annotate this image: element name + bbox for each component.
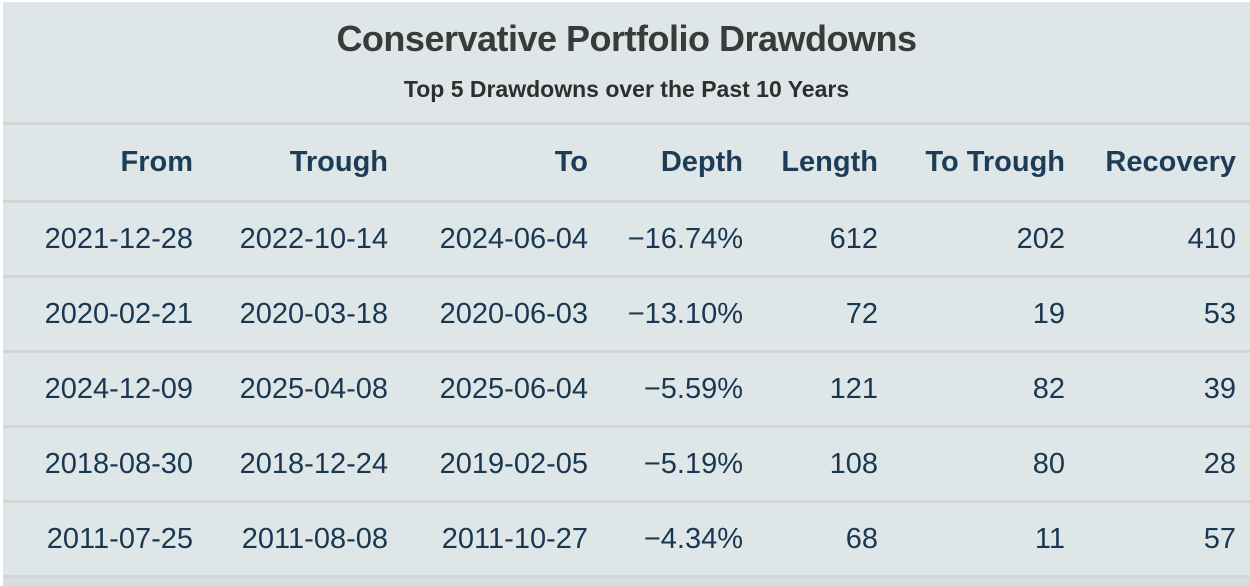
table-row: 2020-02-21 2020-03-18 2020-06-03 −13.10%… [3, 275, 1250, 352]
table-row: 2018-08-30 2018-12-24 2019-02-05 −5.19% … [3, 425, 1250, 502]
cell-to-trough: 11 [892, 500, 1079, 577]
col-header-from: From [3, 122, 207, 202]
table-row: 2021-12-28 2022-10-14 2024-06-04 −16.74%… [3, 200, 1250, 277]
cell-to: 2025-06-04 [402, 350, 602, 427]
next-row-partial [3, 578, 1250, 586]
page-title: Conservative Portfolio Drawdowns [336, 18, 917, 59]
cell-from: 2024-12-09 [3, 350, 207, 427]
cell-to: 2019-02-05 [402, 425, 602, 502]
cell-from: 2021-12-28 [3, 200, 207, 277]
cell-trough: 2022-10-14 [207, 200, 402, 277]
cell-depth: −5.19% [602, 425, 757, 502]
table-row: 2011-07-25 2011-08-08 2011-10-27 −4.34% … [3, 500, 1250, 577]
col-header-to-trough: To Trough [892, 122, 1079, 202]
cell-to: 2020-06-03 [402, 275, 602, 352]
table-row: 2024-12-09 2025-04-08 2025-06-04 −5.59% … [3, 350, 1250, 427]
cell-recovery: 39 [1079, 350, 1250, 427]
title-block: Conservative Portfolio Drawdowns Top 5 D… [3, 2, 1250, 122]
cell-length: 612 [757, 200, 892, 277]
col-header-to: To [402, 122, 602, 202]
header-row: From Trough To Depth Length To Trough Re… [3, 122, 1250, 202]
cell-length: 72 [757, 275, 892, 352]
cell-recovery: 53 [1079, 275, 1250, 352]
cell-length: 68 [757, 500, 892, 577]
cell-depth: −5.59% [602, 350, 757, 427]
cell-trough: 2011-08-08 [207, 500, 402, 577]
cell-from: 2020-02-21 [3, 275, 207, 352]
cell-recovery: 28 [1079, 425, 1250, 502]
cell-depth: −16.74% [602, 200, 757, 277]
col-header-depth: Depth [602, 122, 757, 202]
cell-to: 2011-10-27 [402, 500, 602, 577]
cell-to-trough: 80 [892, 425, 1079, 502]
col-header-trough: Trough [207, 122, 402, 202]
cell-to-trough: 82 [892, 350, 1079, 427]
cell-recovery: 57 [1079, 500, 1250, 577]
cell-trough: 2018-12-24 [207, 425, 402, 502]
cell-trough: 2025-04-08 [207, 350, 402, 427]
cell-trough: 2020-03-18 [207, 275, 402, 352]
cell-length: 108 [757, 425, 892, 502]
cell-to-trough: 19 [892, 275, 1079, 352]
cell-from: 2018-08-30 [3, 425, 207, 502]
col-header-length: Length [757, 122, 892, 202]
cell-length: 121 [757, 350, 892, 427]
cell-depth: −13.10% [602, 275, 757, 352]
cell-to-trough: 202 [892, 200, 1079, 277]
cell-to: 2024-06-04 [402, 200, 602, 277]
cell-recovery: 410 [1079, 200, 1250, 277]
drawdowns-table: From Trough To Depth Length To Trough Re… [3, 122, 1250, 578]
cell-depth: −4.34% [602, 500, 757, 577]
cell-from: 2011-07-25 [3, 500, 207, 577]
page-subtitle: Top 5 Drawdowns over the Past 10 Years [403, 76, 850, 102]
col-header-recovery: Recovery [1079, 122, 1250, 202]
